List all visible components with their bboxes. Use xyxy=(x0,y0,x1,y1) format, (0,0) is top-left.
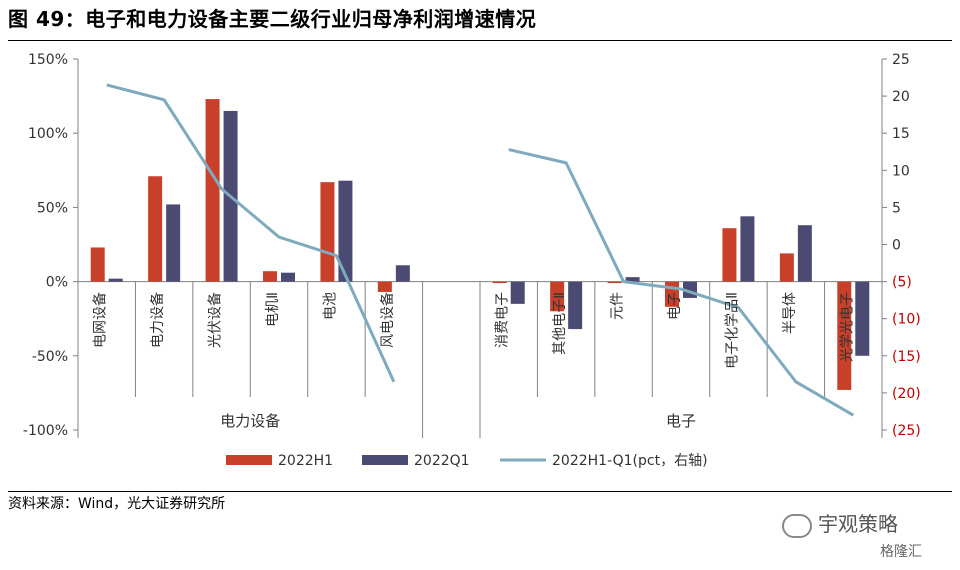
right-tick-label: (5) xyxy=(892,275,912,291)
left-tick-label: -100% xyxy=(23,423,68,439)
left-tick-label: 0% xyxy=(46,275,68,291)
category-label: 电池 xyxy=(322,292,338,320)
bar-2022q1 xyxy=(568,281,583,330)
category-label: 光伏设备 xyxy=(207,292,224,348)
legend-swatch-2022q1 xyxy=(362,455,408,465)
page-title: 图 49：电子和电力设备主要二级行业归母净利润增速情况 xyxy=(8,7,537,31)
right-tick-label: 10 xyxy=(892,163,910,179)
bar-2022q1 xyxy=(166,204,181,282)
watermark-site: 格隆汇 xyxy=(880,544,922,560)
legend-label-2022h1: 2022H1 xyxy=(278,453,333,469)
bar-2022h1 xyxy=(492,281,507,284)
legend-label-line: 2022H1-Q1(pct，右轴) xyxy=(552,453,708,469)
bar-2022h1 xyxy=(377,281,392,292)
source-note: 资料来源：Wind，光大证券研究所 xyxy=(8,496,226,512)
right-tick-label: 0 xyxy=(892,238,901,254)
legend-label-2022q1: 2022Q1 xyxy=(414,453,470,469)
line-series-h1-q1 xyxy=(106,83,396,383)
bar-2022q1 xyxy=(797,225,812,282)
category-label: 元件 xyxy=(610,292,626,320)
group-label: 电子 xyxy=(666,412,696,430)
right-tick-label: 20 xyxy=(892,89,910,105)
wechat-icon xyxy=(782,513,812,538)
bar-2022h1 xyxy=(837,281,852,390)
right-tick-label: (20) xyxy=(892,386,921,402)
bar-2022h1 xyxy=(90,247,105,282)
bar-2022q1 xyxy=(510,281,525,304)
watermark-brand-text: 宇观策略 xyxy=(818,512,898,536)
right-tick-label: 15 xyxy=(892,126,910,142)
category-label: 其他电子Ⅱ xyxy=(552,292,568,355)
category-label: 电网设备 xyxy=(92,292,109,348)
bar-2022q1 xyxy=(338,180,353,282)
source-rule xyxy=(8,491,952,492)
bar-2022h1 xyxy=(205,99,220,282)
left-tick-label: 50% xyxy=(37,200,68,216)
right-tick-label: (25) xyxy=(892,423,921,439)
chart: -100% -50% 0% 50% 100% 150% (25) (20) (15) (10) (5… xyxy=(23,52,921,469)
category-label: 消费电子 xyxy=(495,292,511,348)
category-label: 电力设备 xyxy=(149,292,166,348)
category-label: 电子化学品Ⅱ xyxy=(724,292,740,369)
group-label: 电力设备 xyxy=(220,412,280,430)
bar-2022h1 xyxy=(722,228,737,282)
category-label: 半导体 xyxy=(782,292,798,334)
category-label: 光学光电子 xyxy=(839,292,855,362)
left-tick-label: 150% xyxy=(28,52,68,68)
category-label: 电机Ⅱ xyxy=(265,292,281,327)
bar-2022h1 xyxy=(779,253,794,282)
bar-2022h1 xyxy=(148,176,163,282)
bar-2022h1 xyxy=(263,271,277,282)
line-series-h1-q1 xyxy=(508,148,855,417)
right-tick-label: 25 xyxy=(892,52,910,68)
bar-2022q1 xyxy=(395,265,410,282)
bar-2022q1 xyxy=(108,278,123,282)
bar-2022h1 xyxy=(320,182,335,282)
bar-2022q1 xyxy=(855,281,870,356)
bar-2022h1 xyxy=(550,281,565,312)
right-tick-label: (15) xyxy=(892,349,921,365)
title-rule xyxy=(8,40,952,41)
right-tick-label: (10) xyxy=(892,312,921,328)
bar-2022q1 xyxy=(281,272,295,282)
right-tick-label: 5 xyxy=(892,200,901,216)
watermark-brand: 宇观策略 xyxy=(782,510,898,538)
left-tick-label: 100% xyxy=(28,126,68,142)
legend-swatch-2022h1 xyxy=(226,455,272,465)
bar-2022q1 xyxy=(740,216,755,282)
left-tick-label: -50% xyxy=(32,349,68,365)
category-label: 电子 xyxy=(667,292,683,320)
bar-2022h1 xyxy=(607,281,622,284)
bar-2022q1 xyxy=(625,277,640,282)
category-label: 风电设备 xyxy=(379,292,396,348)
